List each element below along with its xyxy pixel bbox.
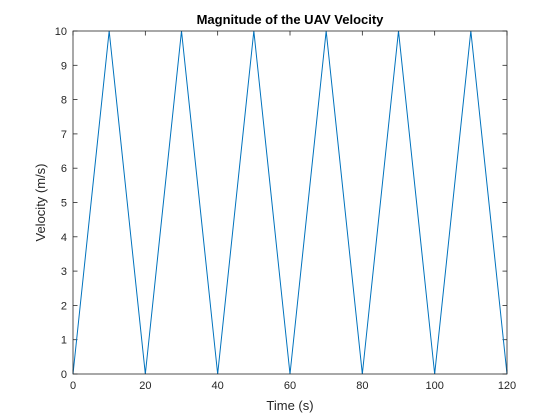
axes-box	[72, 30, 508, 375]
chart-title: Magnitude of the UAV Velocity	[197, 12, 385, 27]
x-tick-label: 100	[425, 380, 443, 392]
x-tick-label: 60	[284, 380, 296, 392]
x-tick-label: 0	[70, 380, 76, 392]
ticks-layer: 0 20 40 60 80 100 120 0 1 2 3 4 5 6 7 8 9 10	[55, 26, 516, 392]
y-tick-label: 6	[61, 163, 67, 175]
y-tick-label: 8	[61, 95, 67, 107]
y-axis-label: Velocity (m/s)	[33, 163, 48, 241]
y-tick-label: 7	[61, 129, 67, 141]
plot-area	[73, 31, 507, 374]
y-tick-label: 10	[55, 26, 67, 38]
y-tick-label: 2	[61, 300, 67, 312]
y-tick-label: 1	[61, 335, 67, 347]
x-tick-label: 80	[356, 380, 368, 392]
y-tick-label: 5	[61, 198, 67, 210]
y-tick-label: 0	[61, 369, 67, 381]
x-axis-label: Time (s)	[266, 398, 313, 413]
x-tick-label: 20	[139, 380, 151, 392]
x-tick-label: 40	[212, 380, 224, 392]
x-tick-label: 120	[498, 380, 516, 392]
y-tick-label: 4	[61, 232, 67, 244]
y-tick-label: 3	[61, 266, 67, 278]
y-tick-label: 9	[61, 60, 67, 72]
